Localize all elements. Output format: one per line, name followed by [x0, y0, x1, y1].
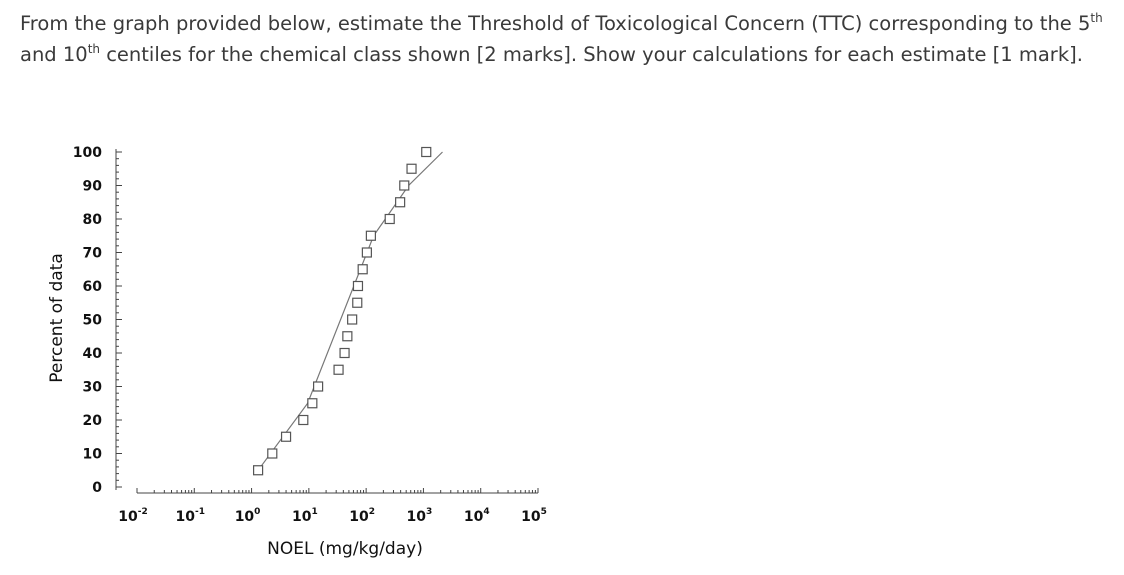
data-point: [399, 180, 410, 191]
x-tick-label: 101: [292, 507, 318, 525]
data-point: [298, 414, 309, 426]
x-tick-label: 105: [521, 507, 547, 525]
x-tick-label: 104: [464, 507, 490, 525]
y-tick-label: 80: [83, 212, 103, 228]
data-point: [384, 213, 395, 225]
y-tick-label: 10: [83, 447, 103, 463]
y-tick-label: 20: [83, 413, 103, 429]
y-tick-label: 40: [83, 346, 103, 362]
data-point: [252, 465, 264, 476]
fit-curve-group: [257, 151, 443, 471]
data-point: [280, 431, 292, 442]
question-part1: From the graph provided below, estimate …: [20, 12, 1078, 35]
data-point: [357, 264, 368, 275]
y-tick-label: 60: [83, 279, 103, 295]
data-points-group: [252, 146, 432, 476]
question-part3: centiles for the chemical class shown [2…: [100, 43, 1083, 66]
data-point: [421, 146, 432, 158]
chart-axes: [115, 149, 539, 494]
question-text: From the graph provided below, estimate …: [20, 8, 1110, 70]
fit-curve: [257, 151, 443, 471]
centile-5-suffix: th: [1090, 10, 1103, 25]
data-point: [352, 297, 363, 308]
y-tick-label: 0: [92, 480, 102, 496]
data-point: [342, 331, 353, 342]
data-point: [406, 163, 417, 174]
y-axis-title: Percent of data: [47, 253, 67, 382]
y-tick-label: 50: [83, 313, 103, 329]
data-point: [307, 398, 318, 409]
centile-10-suffix: th: [87, 41, 101, 56]
x-tick-label: 102: [349, 507, 375, 525]
y-tick-label: 30: [83, 380, 103, 396]
y-tick-label: 100: [73, 145, 102, 161]
x-tick-label: 100: [235, 507, 261, 525]
data-point: [333, 364, 344, 375]
x-tick-label: 10-1: [176, 507, 205, 525]
data-point: [347, 314, 358, 325]
tick-labels-group: 0 10 20 30 40 50 60 70 80 90 100 10-2 10-1 100 101 102 1…: [73, 145, 547, 525]
data-point: [339, 347, 350, 359]
x-tick-label: 10-2: [118, 507, 147, 525]
data-point: [365, 230, 376, 241]
data-point: [267, 448, 278, 459]
centile-5-number: 5: [1078, 12, 1091, 35]
data-point: [352, 280, 364, 292]
x-tick-label: 103: [407, 507, 433, 525]
data-point: [361, 247, 372, 258]
data-point: [313, 381, 324, 392]
x-axis-title: NOEL (mg/kg/day): [267, 539, 423, 559]
question-part2: and 10: [20, 43, 88, 66]
y-tick-label: 70: [83, 246, 103, 262]
y-tick-label: 90: [83, 179, 103, 195]
data-point: [395, 197, 406, 208]
